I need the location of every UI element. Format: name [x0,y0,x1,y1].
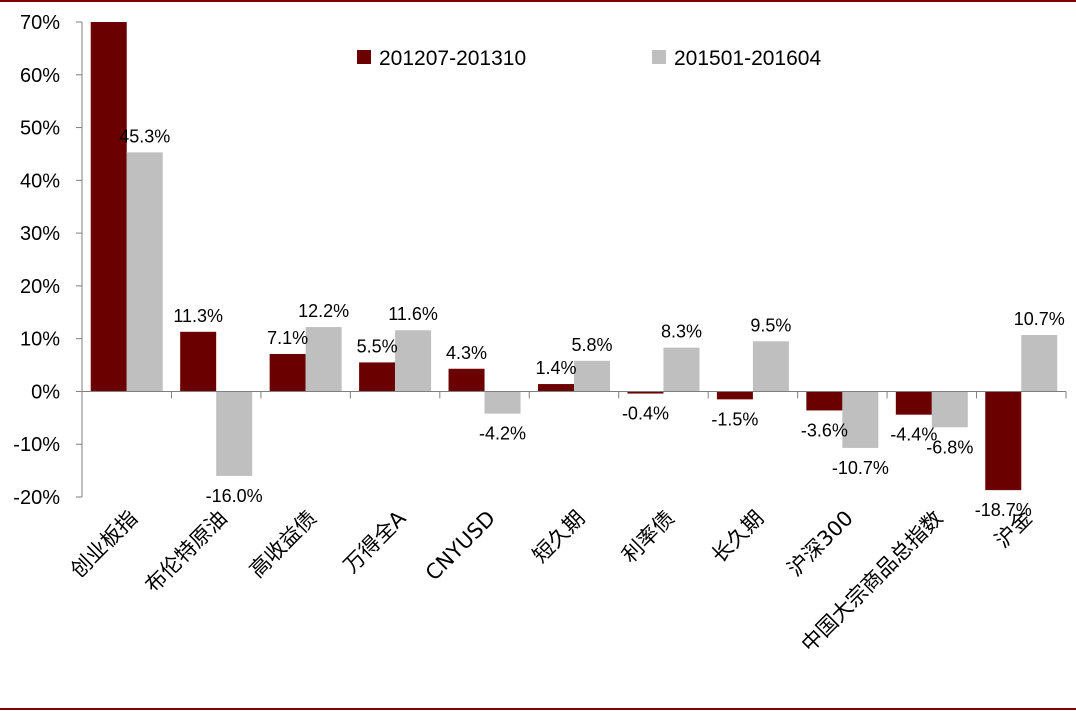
data-label: 5.8% [571,335,612,355]
y-tick-label: -10% [13,434,60,456]
data-label: 10.7% [1014,309,1065,329]
data-label: 8.3% [661,322,702,342]
bar-series-1 [180,331,217,392]
bar-series-2 [752,341,789,392]
bar-series-2 [216,391,253,476]
data-label: 45.3% [119,126,170,146]
bar-series-1 [269,353,306,392]
y-tick-label: 70% [20,12,60,34]
bar-series-2 [1021,334,1058,392]
bar-series-1 [90,22,127,392]
bar-series-1 [627,391,664,394]
category-label: 利率债 [617,506,679,568]
bar-series-2 [305,327,342,392]
y-tick-label: 0% [31,381,60,403]
y-tick-label: 10% [20,329,60,351]
legend-swatch [652,50,666,64]
data-label: -16.0% [206,486,263,506]
data-label: 7.1% [267,328,308,348]
legend: 201207-201310 201501-201604 [357,47,821,70]
bars [90,22,1058,491]
data-label: -4.4% [890,425,937,445]
category-label: 布伦特原油 [141,506,232,597]
bar-series-1 [359,362,396,392]
bar-series-1 [716,391,753,400]
legend-label: 201501-201604 [674,47,821,70]
bar-series-2 [395,330,432,392]
bar-series-1 [806,391,843,411]
category-label: 沪深300 [783,506,858,581]
legend-label: 201207-201310 [379,47,526,70]
data-label: -18.7% [975,500,1032,520]
data-label: -6.8% [926,437,973,457]
category-label: 万得全A [339,506,411,578]
bar-series-2 [574,360,610,392]
data-label: 5.5% [357,336,398,356]
bar-series-1 [448,368,485,392]
y-axis: 70% 60% 50% 40% 30% 20% 10% 0% -10% -20% [13,12,83,509]
category-label: 高收益债 [245,506,321,582]
bar-series-2 [663,347,700,392]
category-label: 长久期 [707,506,769,568]
data-label: 4.3% [446,343,487,363]
data-label: 12.2% [298,301,349,321]
bar-series-2 [126,152,163,392]
bar-series-2 [931,391,968,428]
data-label: 9.5% [750,315,791,335]
data-labels: 11.3% 7.1% 5.5% 4.3% 1.4% -0.4% -1.5% -3.6% -4.4… [119,126,1065,520]
legend-swatch [357,50,371,64]
y-tick-label: 20% [20,276,60,298]
data-label: -3.6% [801,420,848,440]
data-label: -10.7% [832,458,889,478]
y-tick-label: 30% [20,223,60,245]
data-label: 11.3% [173,306,223,326]
bar-series-2 [842,391,879,448]
bar-series-1 [985,391,1022,491]
category-label: 创业板指 [66,506,142,582]
data-label: -4.2% [479,424,526,444]
y-tick-label: -20% [13,487,60,509]
category-label: CNYUSD [421,506,500,585]
y-tick-label: 60% [20,65,60,87]
data-label: 1.4% [535,358,576,378]
data-label: 11.6% [388,304,438,324]
y-tick-label: 50% [20,118,60,140]
bar-series-1 [538,384,574,392]
data-label: -0.4% [622,404,669,424]
bar-series-2 [484,391,521,414]
category-label: 短久期 [528,506,590,568]
y-tick-label: 40% [20,170,60,192]
data-label: -1.5% [711,409,758,429]
bar-series-1 [895,391,932,415]
